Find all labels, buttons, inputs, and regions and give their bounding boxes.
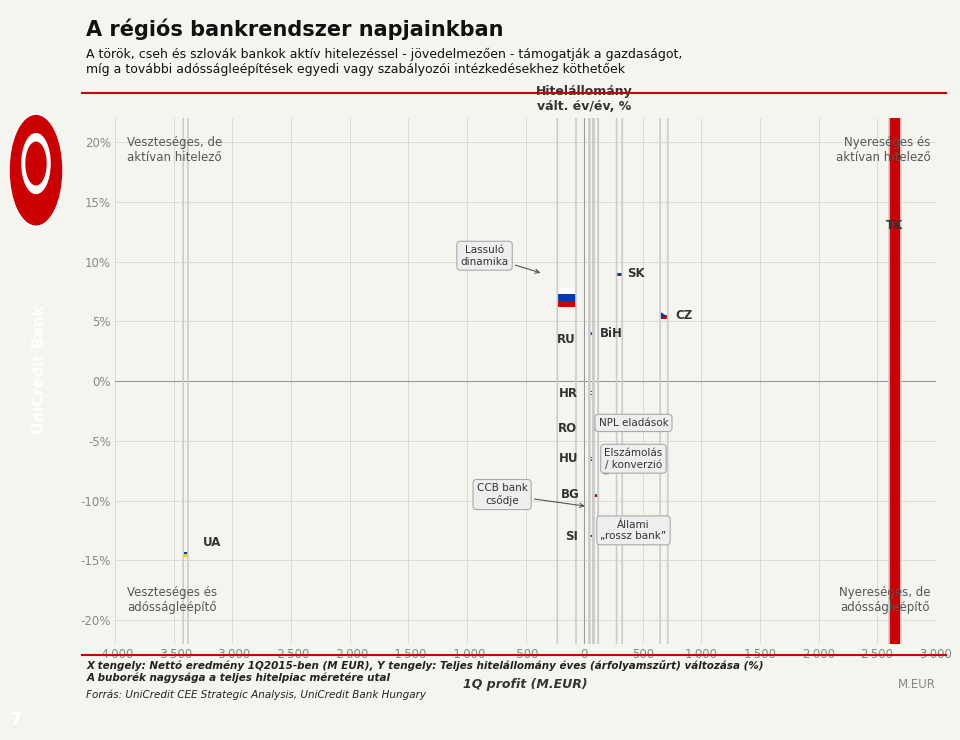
Bar (660, 312, 668, 315)
Circle shape (26, 142, 46, 185)
Text: BG: BG (561, 488, 580, 501)
Text: NPL eladások: NPL eladások (599, 418, 668, 431)
Bar (595, 426, 597, 431)
Bar (594, 493, 598, 494)
Text: HU: HU (559, 452, 578, 465)
Bar (616, 271, 622, 273)
Text: Elszámolás
/ konverzió: Elszámolás / konverzió (604, 448, 662, 474)
Text: SI: SI (565, 530, 578, 543)
Circle shape (11, 115, 61, 225)
Text: RO: RO (558, 423, 577, 435)
Circle shape (889, 0, 900, 740)
Text: A régiós bankrendszer napjainkban: A régiós bankrendszer napjainkban (86, 18, 504, 40)
Text: UniCredit Bank: UniCredit Bank (32, 306, 47, 434)
Bar (589, 332, 593, 335)
Text: UA: UA (204, 536, 222, 549)
Text: HR: HR (560, 386, 578, 400)
Text: A török, cseh és szlovák bankok aktív hitelezéssel - jövedelmezően - támogatják : A török, cseh és szlovák bankok aktív hi… (86, 48, 683, 76)
Text: Nyereséges és
aktívan hitelező: Nyereséges és aktívan hitelező (835, 136, 930, 164)
Bar (558, 300, 576, 307)
Text: TK: TK (886, 219, 903, 232)
Bar (589, 391, 593, 392)
Bar (183, 554, 188, 556)
Bar (594, 494, 598, 495)
Text: RU: RU (557, 333, 576, 346)
Polygon shape (660, 312, 666, 319)
Text: 1Q profit (M.EUR): 1Q profit (M.EUR) (464, 678, 588, 691)
Bar (660, 315, 668, 319)
Bar (616, 273, 622, 275)
Bar (589, 534, 593, 536)
Text: Nyereséges, de
adósságleépítő: Nyereséges, de adósságleépítő (839, 586, 930, 614)
Bar (593, 426, 595, 431)
Bar (589, 536, 593, 537)
Circle shape (10, 113, 62, 226)
Text: Veszteséges, de
aktívan hitelező: Veszteséges, de aktívan hitelező (127, 136, 222, 164)
Text: SK: SK (628, 267, 645, 280)
Text: Forrás: UniCredit CEE Strategic Analysis, UniCredit Bank Hungary: Forrás: UniCredit CEE Strategic Analysis… (86, 690, 426, 700)
Text: X tengely: Nettó eredmény 1Q2015-ben (M EUR), Y tengely: Teljes hitelállomány év: X tengely: Nettó eredmény 1Q2015-ben (M … (86, 660, 764, 683)
Circle shape (22, 133, 50, 193)
Text: Állami
„rossz bank”: Állami „rossz bank” (600, 519, 666, 541)
Text: Veszteséges és
adósságleépítő: Veszteséges és adósságleépítő (127, 586, 217, 614)
Text: Lassuló
dinamika: Lassuló dinamika (461, 245, 540, 273)
Text: M.EUR: M.EUR (899, 678, 936, 691)
Bar (558, 288, 576, 295)
Text: 7: 7 (10, 711, 22, 729)
Bar (183, 552, 188, 554)
Bar (589, 537, 593, 538)
Text: CCB bank
csődje: CCB bank csődje (477, 483, 584, 508)
Bar (589, 457, 593, 458)
Text: CZ: CZ (676, 309, 693, 322)
Bar (589, 458, 593, 460)
Bar (616, 275, 622, 277)
Text: BiH: BiH (599, 327, 622, 340)
Bar (589, 392, 593, 394)
Bar (597, 426, 598, 431)
Bar (558, 295, 576, 300)
Bar (589, 460, 593, 461)
Text: Hitelállomány
vált. év/év, %: Hitelállomány vált. év/év, % (536, 85, 633, 113)
Polygon shape (591, 332, 593, 335)
Bar (594, 495, 598, 497)
